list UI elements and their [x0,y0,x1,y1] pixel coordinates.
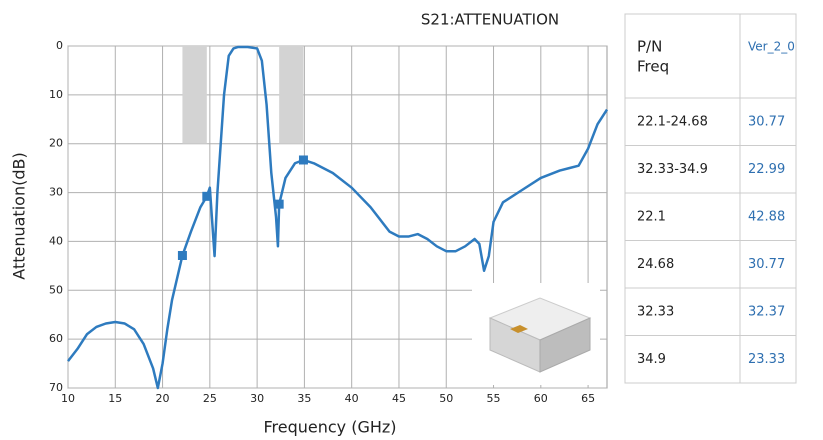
x-tick-label: 50 [439,392,453,405]
table-cell: 42.88 [748,209,785,224]
chart-title: S21:ATTENUATION [421,11,559,29]
table-cell: 24.68 [637,257,674,272]
table-cell: 32.33 [637,304,674,319]
table-cell: 30.77 [748,257,785,272]
table-cell: 30.77 [748,114,785,129]
page: S21:ATTENUATION Frequency (GHz) Attenuat… [0,0,823,440]
y-tick-label: 20 [49,137,63,150]
x-tick-label: 25 [203,392,217,405]
y-tick-label: 40 [49,234,63,247]
table-cell: 32.33-34.9 [637,162,708,177]
table: P/N Freq Ver_2_0 22.1-24.68 30.77 32.33-34.9 2… [625,14,796,383]
marker [275,200,284,209]
table-header: Ver_2_0 [748,40,795,54]
y-tick-label: 10 [49,88,63,101]
x-tick-label: 20 [156,392,170,405]
y-axis-label: Attenuation(dB) [10,152,29,279]
table-cell: 23.33 [748,352,785,367]
table-cell: 32.37 [748,304,785,319]
x-tick-label: 15 [108,392,122,405]
product-image [472,283,600,385]
y-tick-label: 60 [49,332,63,345]
table-cell: 34.9 [637,352,666,367]
x-tick-label: 60 [534,392,548,405]
marker [202,192,211,201]
x-tick-label: 55 [487,392,501,405]
table-header: P/N [637,38,662,56]
x-tick-label: 30 [250,392,264,405]
y-tick-label: 0 [56,39,63,52]
table-cell: 22.1 [637,209,666,224]
y-tick-label: 30 [49,186,63,199]
x-tick-label: 10 [61,392,75,405]
x-tick-label: 45 [392,392,406,405]
marker [299,155,308,164]
table-cell: 22.1-24.68 [637,114,708,129]
marker [178,251,187,260]
shaded-band [279,46,303,144]
y-tick-label: 50 [49,283,63,296]
shaded-band [182,46,206,144]
x-tick-label: 40 [345,392,359,405]
table-header: Freq [637,58,669,76]
table-cell: 22.99 [748,162,785,177]
x-tick-label: 65 [581,392,595,405]
x-axis-label: Frequency (GHz) [263,418,396,437]
x-tick-label: 35 [297,392,311,405]
